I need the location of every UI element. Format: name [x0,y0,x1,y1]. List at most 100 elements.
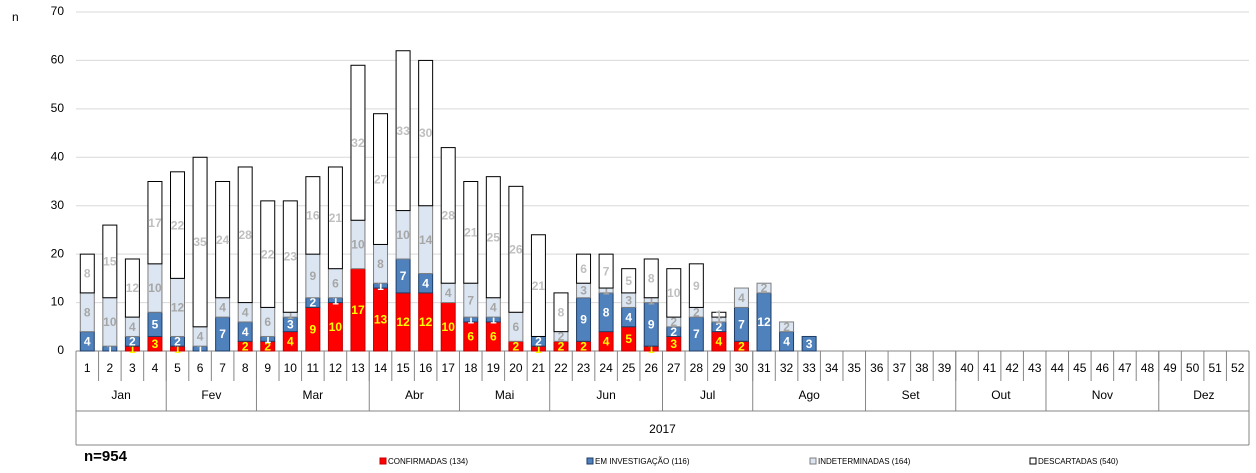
x-tick-label: 24 [599,361,613,375]
data-label: 1 [648,293,655,307]
legend-label: EM INVESTIGAÇÃO (116) [595,457,690,466]
x-tick-label: 47 [1118,361,1132,375]
x-tick-label: 38 [915,361,929,375]
x-tick-label: 20 [509,361,523,375]
data-label: 1 [174,342,181,356]
legend-swatch [586,457,594,465]
y-axis-label: n [12,10,19,24]
data-label: 1 [264,332,271,346]
data-label: 7 [400,269,407,283]
data-label: 9 [310,269,317,283]
x-tick-label: 10 [284,361,298,375]
data-label: 23 [284,250,298,264]
data-label: 1 [377,279,384,293]
data-label: 4 [738,291,745,305]
legend-swatch [809,457,817,465]
data-label: 2 [513,339,520,353]
x-tick-label: 46 [1096,361,1110,375]
x-tick-label: 2 [106,361,113,375]
data-label: 2 [310,296,317,310]
x-tick-label: 34 [825,361,839,375]
data-label: 10 [442,320,456,334]
month-label: Dez [1193,388,1214,402]
legend-swatch [1029,457,1037,465]
data-label: 4 [422,276,429,290]
bar-segment [373,113,389,245]
x-tick-label: 7 [219,361,226,375]
data-label: 2 [242,339,249,353]
x-tick-label: 22 [554,361,568,375]
data-label: 28 [442,209,456,223]
month-label: Abr [405,388,424,402]
data-label: 8 [603,305,610,319]
data-label: 3 [670,337,677,351]
data-label: 12 [419,315,433,329]
data-label: 1 [716,313,723,327]
data-label: 15 [103,255,117,269]
legend-swatch [379,457,387,465]
bar-segment [733,287,749,308]
data-label: 22 [261,247,275,261]
data-label: 7 [219,327,226,341]
data-label: 2 [129,334,136,348]
x-tick-label: 13 [351,361,365,375]
data-label: 3 [152,337,159,351]
data-label: 1 [716,308,723,322]
data-label: 8 [84,305,91,319]
legend-label: DESCARTADAS (540) [1038,457,1119,466]
data-label: 1 [535,342,542,356]
x-tick-label: 52 [1231,361,1245,375]
data-label: 2 [670,325,677,339]
data-label: 13 [374,313,388,327]
data-label: 8 [648,272,655,286]
data-label: 6 [490,330,497,344]
data-label: 10 [351,238,365,252]
data-label: 2 [580,339,587,353]
month-label: Jul [700,388,715,402]
y-tick-label: 10 [51,295,65,309]
bar-segment [170,171,186,279]
bar-segment [147,181,163,265]
bar-segment [418,59,434,207]
data-label: 10 [396,228,410,242]
y-tick-label: 50 [51,101,65,115]
data-label: 8 [84,267,91,281]
bar-segment [260,200,276,308]
data-label: 26 [509,242,523,256]
data-label: 1 [467,313,474,327]
data-label: 7 [467,293,474,307]
data-label: 12 [171,301,185,315]
data-label: 3 [625,293,632,307]
x-tick-label: 51 [1208,361,1222,375]
data-label: 9 [580,313,587,327]
x-tick-label: 28 [690,361,704,375]
data-label: 5 [625,332,632,346]
data-label: 1 [287,308,294,322]
x-tick-label: 31 [757,361,771,375]
data-label: 12 [126,281,140,295]
y-tick-label: 0 [57,343,64,357]
x-tick-label: 50 [1186,361,1200,375]
x-tick-label: 42 [1005,361,1019,375]
year-label: 2017 [649,422,676,436]
data-label: 4 [490,301,497,315]
bar-segment [553,292,569,333]
data-label: 27 [374,172,388,186]
data-label: 4 [84,334,91,348]
data-label: 7 [693,327,700,341]
data-label: 5 [152,318,159,332]
data-label: 21 [532,279,546,293]
bar-segment [666,268,682,318]
month-label: Ago [798,388,820,402]
data-label: 25 [487,230,501,244]
data-label: 3 [806,337,813,351]
bar-segment [576,253,592,284]
x-tick-label: 6 [197,361,204,375]
x-tick-label: 48 [1141,361,1155,375]
data-label: 2 [716,320,723,334]
month-label: Jun [596,388,615,402]
bar-segment [688,263,704,308]
bar-segment [801,335,817,352]
x-tick-label: 32 [780,361,794,375]
y-tick-label: 30 [51,198,65,212]
